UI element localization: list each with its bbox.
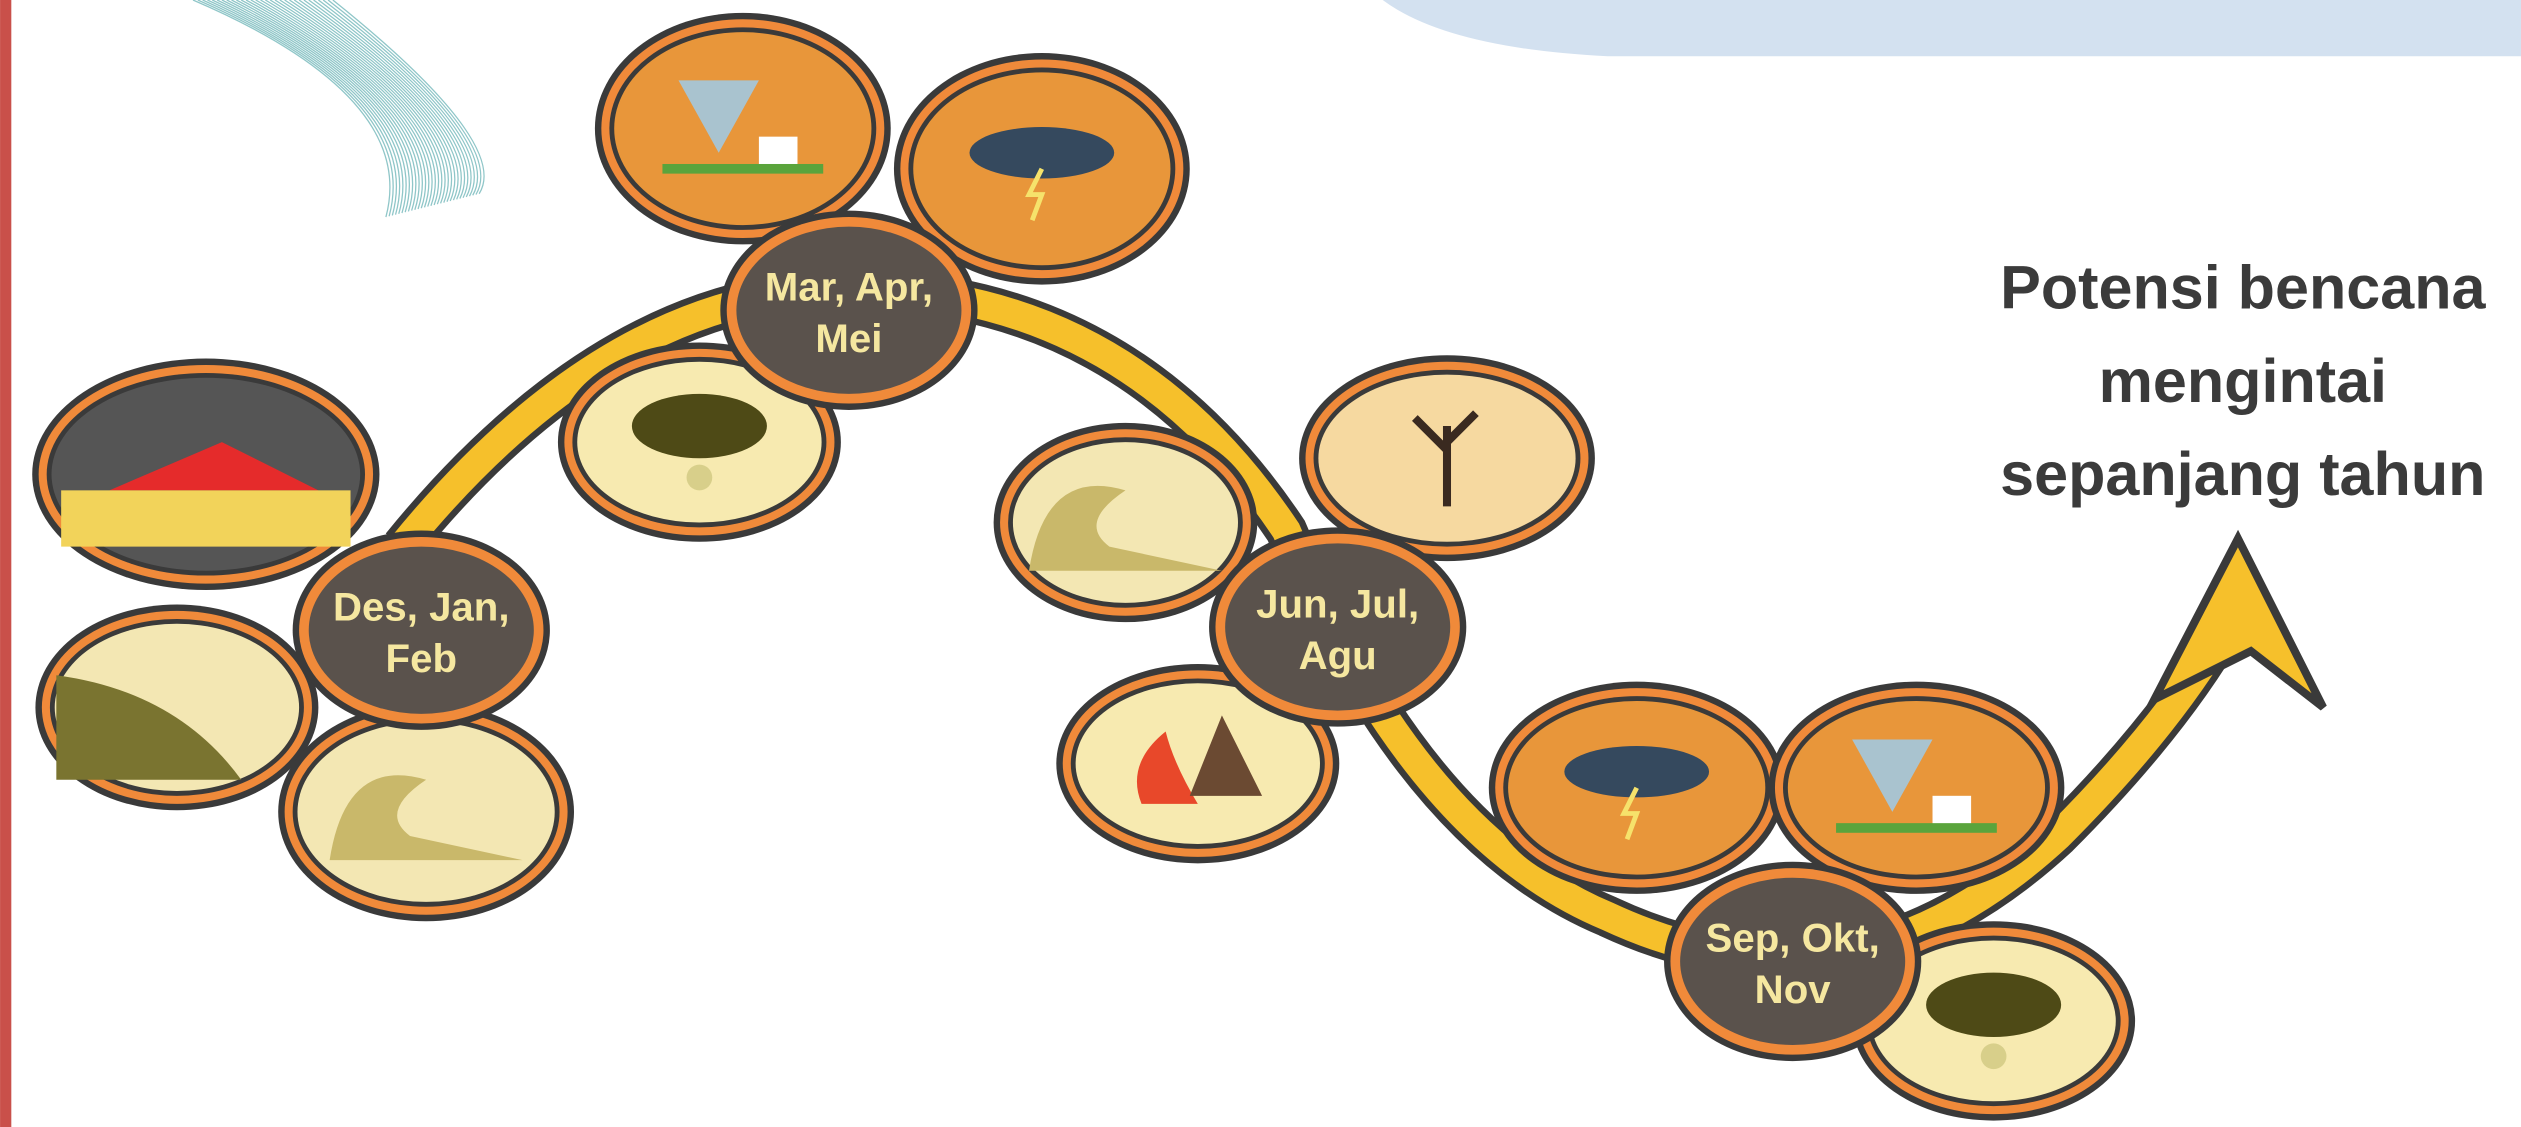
cloud xyxy=(1926,972,2062,1037)
deco-line xyxy=(327,0,482,195)
deco-line xyxy=(207,0,401,215)
node-label: Mei xyxy=(815,316,882,361)
flame xyxy=(1136,731,1198,804)
deco-line xyxy=(231,0,417,211)
line-decoration xyxy=(192,0,485,218)
tree xyxy=(1189,715,1263,796)
deco-line xyxy=(317,0,475,197)
water xyxy=(61,490,351,547)
node xyxy=(1225,543,1451,711)
cloud xyxy=(1564,745,1710,798)
tornado xyxy=(1852,739,1933,812)
deco-line xyxy=(202,0,397,216)
deco-line xyxy=(322,0,479,196)
icon-bg xyxy=(1787,700,2046,875)
deco-line xyxy=(293,0,459,201)
deco-line xyxy=(313,0,472,198)
hail xyxy=(1980,1043,2007,1070)
cloud xyxy=(969,127,1115,179)
bolt xyxy=(1619,786,1641,841)
deco-line xyxy=(216,0,407,214)
node-label: Nov xyxy=(1755,967,1832,1012)
deco-line xyxy=(197,0,394,217)
deco-line xyxy=(269,0,443,205)
arrow-head xyxy=(2145,529,2327,711)
deco-line xyxy=(279,0,449,203)
deco-line xyxy=(240,0,423,210)
bolt xyxy=(1025,167,1046,222)
tornado xyxy=(678,80,759,153)
slope xyxy=(56,675,242,780)
node xyxy=(736,226,962,394)
hail xyxy=(686,464,713,491)
deco-line xyxy=(255,0,433,207)
deco-line xyxy=(298,0,462,200)
deco-line xyxy=(226,0,414,212)
caption-line: Potensi bencana xyxy=(2000,254,2486,322)
side-bar xyxy=(0,0,12,1127)
node-label: Mar, Apr, xyxy=(765,265,933,310)
deco-line xyxy=(308,0,469,199)
node-label: Jun, Jul, xyxy=(1256,581,1419,626)
icon-bg xyxy=(614,32,872,226)
cloud xyxy=(631,393,767,459)
deco-line xyxy=(289,0,456,202)
deco-line xyxy=(260,0,436,207)
deco-line xyxy=(284,0,453,203)
icon-bg xyxy=(297,721,555,902)
wave xyxy=(329,775,523,861)
node-label: Feb xyxy=(386,636,457,681)
house xyxy=(758,136,798,166)
caption-line: mengintai xyxy=(2099,347,2387,415)
deco-line xyxy=(332,0,485,195)
deco-line xyxy=(274,0,446,204)
node-label: Sep, Okt, xyxy=(1706,916,1880,961)
icon-bg xyxy=(1075,683,1320,845)
caption-line: sepanjang tahun xyxy=(2000,440,2485,508)
house xyxy=(1932,795,1972,825)
wave xyxy=(1028,485,1222,571)
deco-line xyxy=(192,0,391,218)
ground xyxy=(1836,823,1997,833)
dead-tree xyxy=(1411,410,1479,507)
node xyxy=(1680,877,1906,1046)
deco-line xyxy=(212,0,404,215)
node-label: Des, Jan, xyxy=(333,585,509,630)
node-label: Agu xyxy=(1299,633,1377,678)
top-band xyxy=(1382,0,2521,57)
roof xyxy=(109,442,319,491)
deco-line xyxy=(303,0,466,199)
deco-line xyxy=(245,0,427,209)
deco-line xyxy=(265,0,440,206)
node xyxy=(308,546,534,714)
deco-line xyxy=(236,0,420,211)
deco-line xyxy=(221,0,410,213)
deco-line xyxy=(250,0,430,208)
ground xyxy=(662,163,824,174)
